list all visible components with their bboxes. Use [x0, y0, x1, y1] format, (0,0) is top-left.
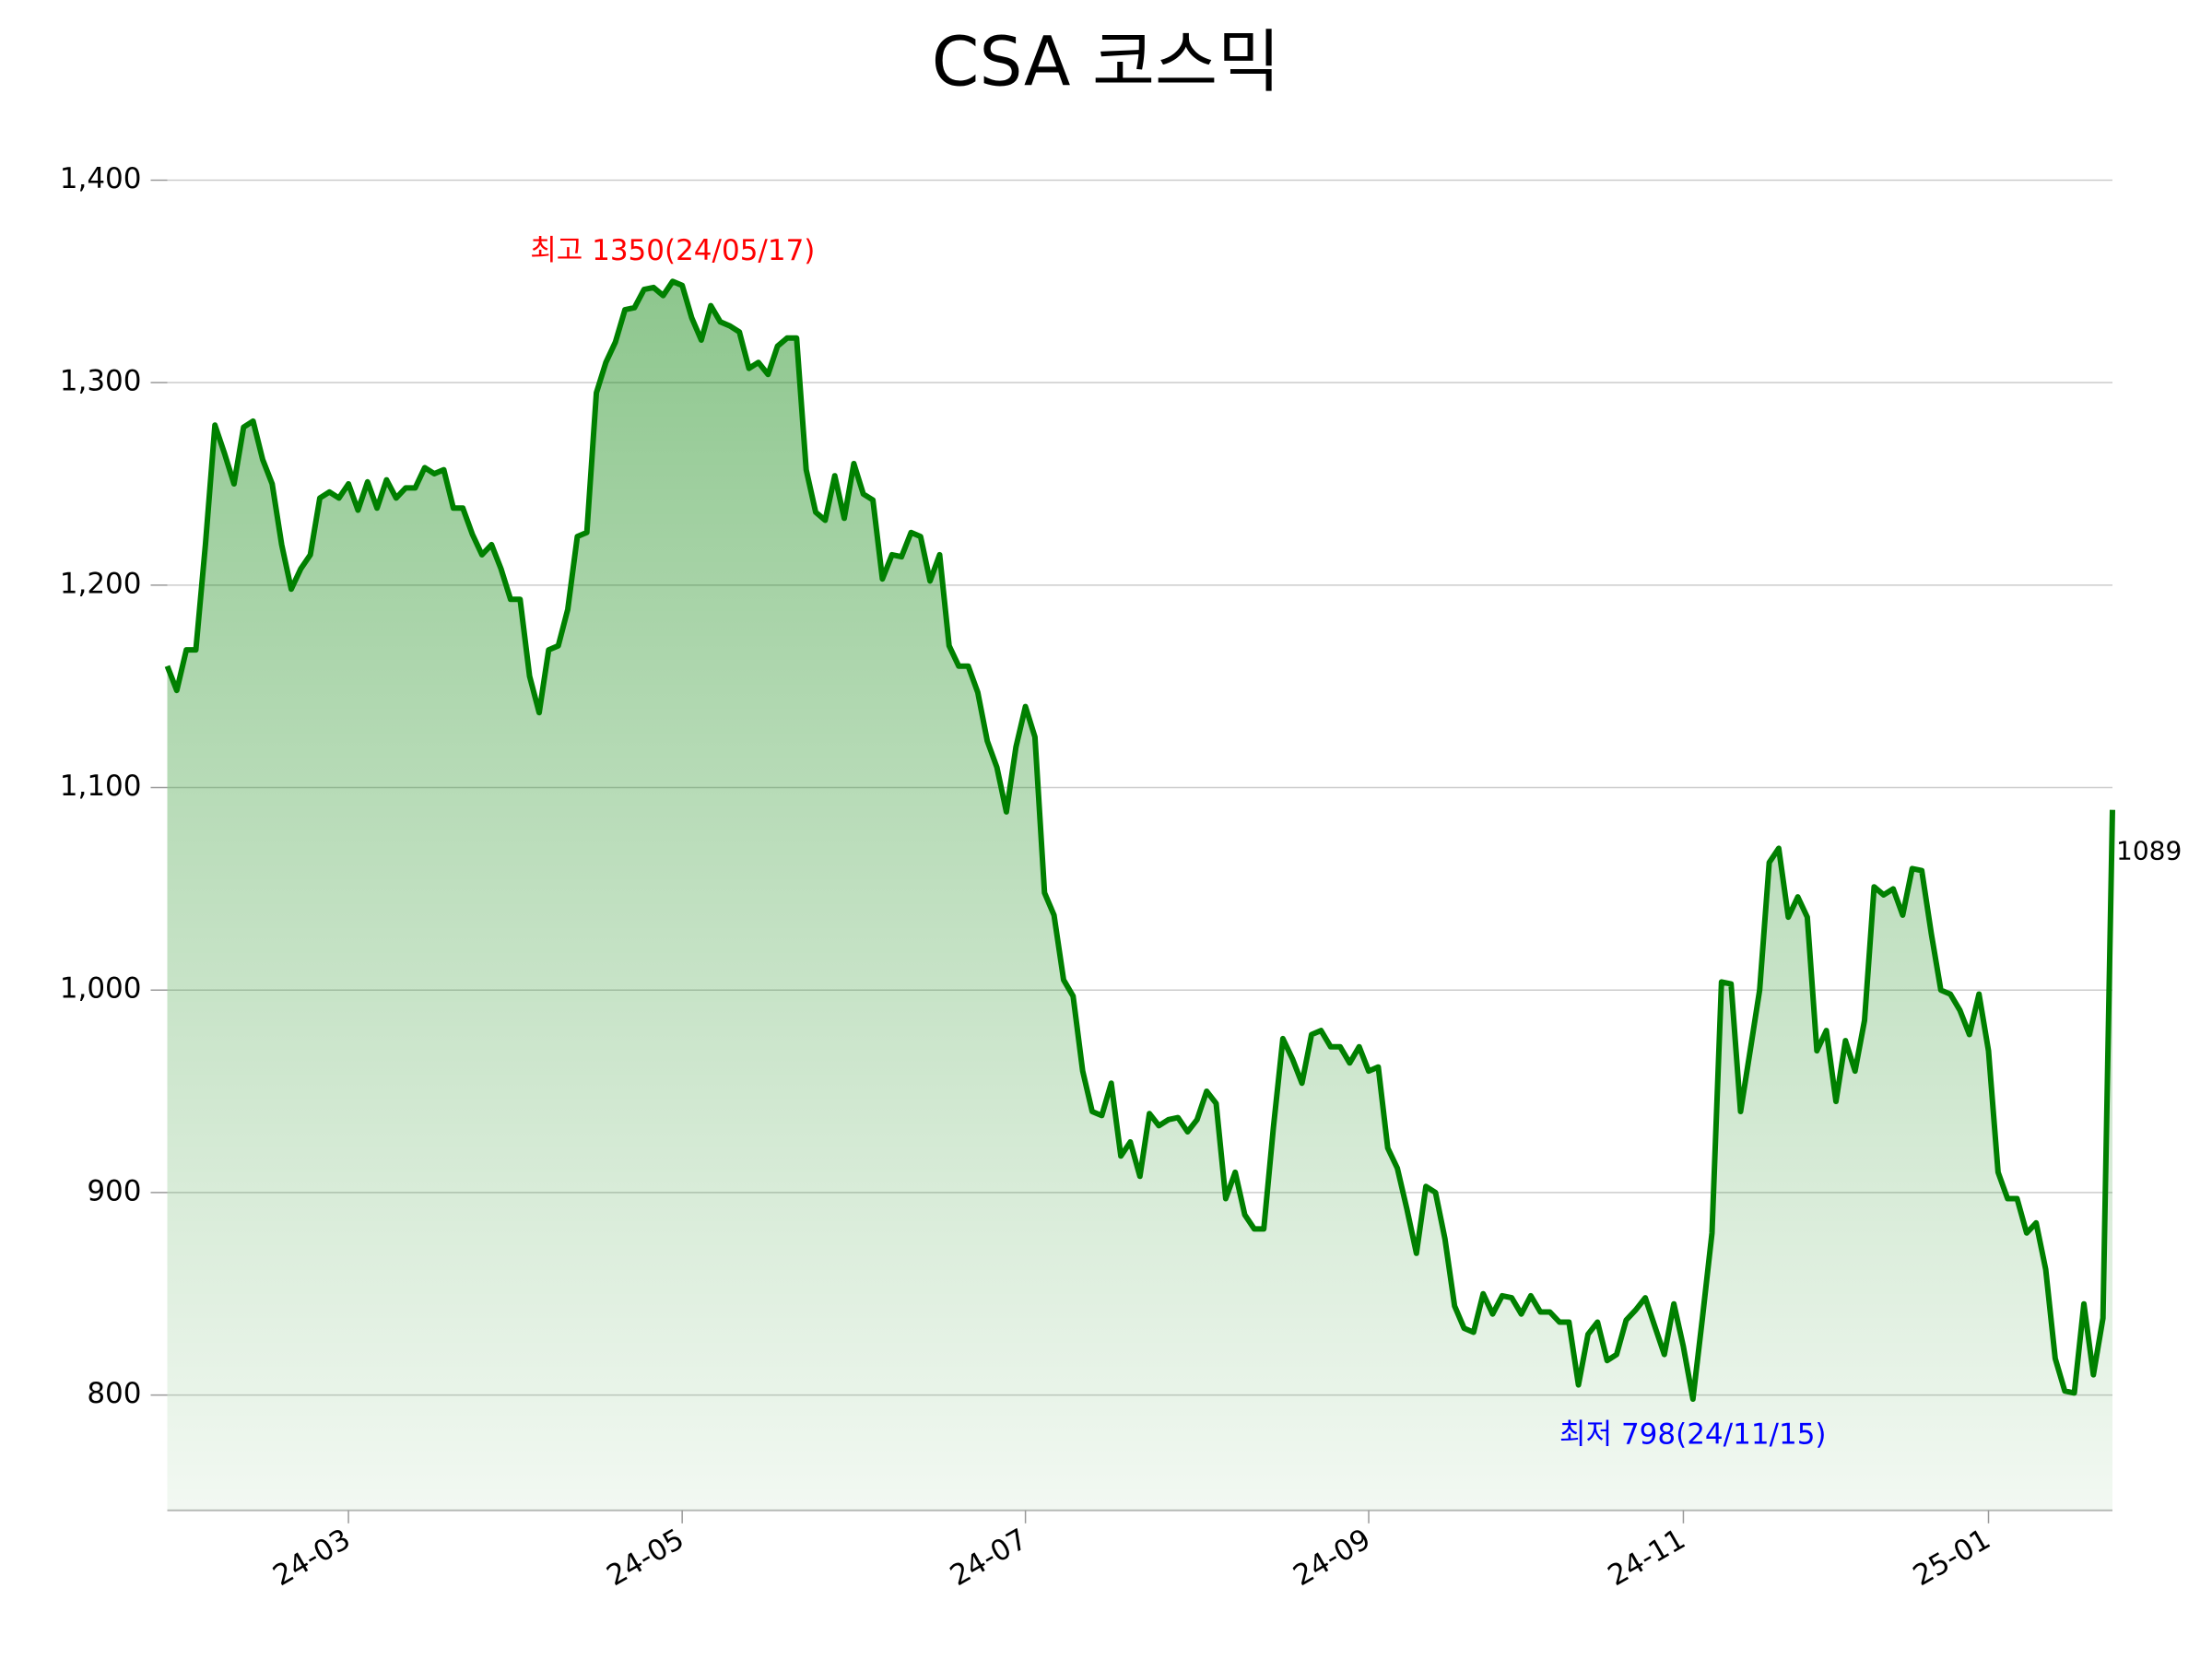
x-tick-label: 24-11: [1603, 1523, 1691, 1593]
x-tick-label: 25-01: [1908, 1523, 1996, 1593]
y-tick-label: 1,200: [60, 567, 142, 600]
max-annotation: 최고 1350(24/05/17): [530, 234, 815, 267]
last-value-label: 1089: [2116, 836, 2182, 866]
x-tick-label: 24-05: [601, 1523, 689, 1593]
y-tick-label: 1,300: [60, 365, 142, 398]
y-tick-label: 900: [87, 1174, 141, 1207]
area-fill: [167, 281, 2112, 1511]
x-tick-label: 24-09: [1288, 1523, 1376, 1593]
x-tick-label: 24-07: [945, 1523, 1033, 1593]
chart-title: CSA 코스믹: [932, 23, 1280, 102]
min-annotation: 최저 798(24/11/15): [1559, 1418, 1826, 1451]
y-tick-label: 1,100: [60, 770, 142, 803]
x-tick-label: 24-03: [267, 1523, 356, 1593]
y-tick-label: 1,400: [60, 162, 142, 195]
y-tick-label: 1,000: [60, 972, 142, 1006]
y-tick-label: 800: [87, 1377, 141, 1410]
price-line: [164, 278, 2115, 1402]
